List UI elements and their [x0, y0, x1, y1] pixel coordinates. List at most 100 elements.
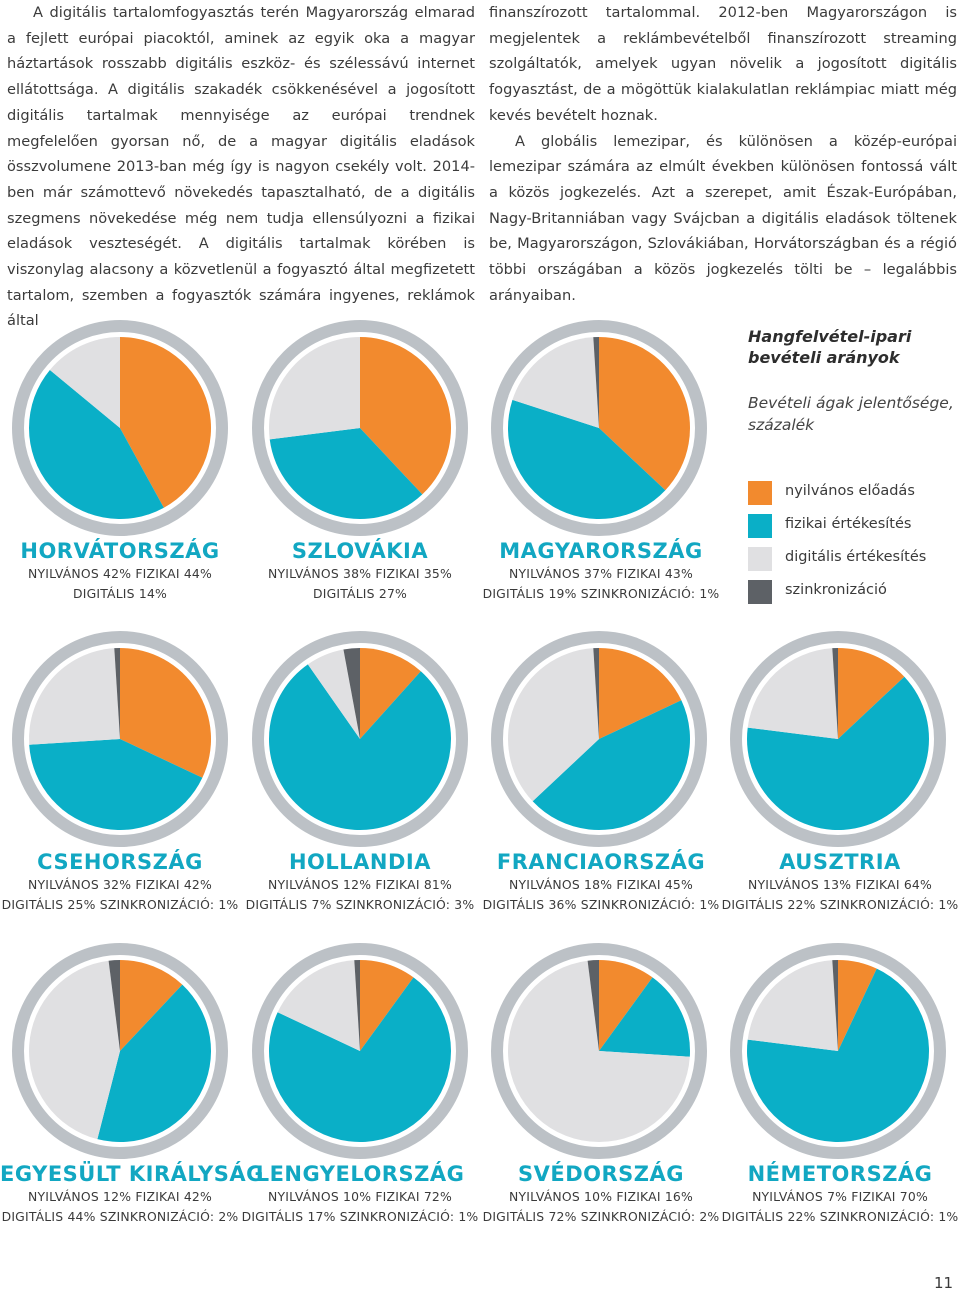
pie-chart-csehorszag: [11, 630, 229, 848]
slice-digitalis: [277, 960, 360, 1051]
stat-line: NYILVÁNOS 10% FIZIKAI 72%: [268, 1189, 452, 1204]
stat-line: NYILVÁNOS 38% FIZIKAI 35%: [268, 566, 452, 581]
slice-szinkronizacio: [593, 648, 599, 739]
legend-swatch: [748, 481, 772, 505]
slice-szinkronizacio: [114, 648, 120, 739]
slice-nyilvanos: [599, 960, 653, 1051]
country-name: HORVÁTORSZÁG: [20, 539, 220, 563]
stat-line: DIGITÁLIS 14%: [72, 586, 168, 601]
slice-nyilvanos: [838, 960, 877, 1051]
pie-outer-ring: [12, 631, 228, 847]
country-name: SVÉDORSZÁG: [517, 1162, 685, 1186]
page-number: 11: [934, 1274, 954, 1292]
pie-chart-horvatorszag: [11, 319, 229, 537]
slice-fizikai: [29, 739, 203, 830]
stat-line: DIGITÁLIS 22% SZINKRONIZÁCIÓ: 1%: [721, 897, 959, 912]
slice-digitalis: [269, 337, 360, 440]
slice-fizikai: [508, 399, 666, 519]
country-label-egyesult-kiralysag: EGYESÜLT KIRÁLYSÁG NYILVÁNOS 12% FIZIKAI…: [0, 1161, 264, 1227]
slice-nyilvanos: [120, 960, 183, 1051]
country-label-horvatorszag: HORVÁTORSZÁG NYILVÁNOS 42% FIZIKAI 44% D…: [0, 538, 240, 604]
slice-nyilvanos: [838, 648, 905, 739]
country-label-csehorszag: CSEHORSZÁG NYILVÁNOS 32% FIZIKAI 42% DIG…: [0, 849, 240, 915]
legend-label: fizikai értékesítés: [785, 516, 912, 532]
country-name: MAGYARORSZÁG: [499, 539, 703, 563]
legend-label: digitális értékesítés: [785, 549, 927, 565]
pie-svg: [12, 943, 228, 1159]
legend-swatch: [748, 547, 772, 571]
pie-chart-nemetorszag: [729, 942, 947, 1160]
stat-line: DIGITÁLIS 25% SZINKRONIZÁCIÓ: 1%: [1, 897, 239, 912]
pie-svg: [730, 631, 946, 847]
pie-chart-szlovakia: [251, 319, 469, 537]
pie-outer-ring: [252, 320, 468, 536]
chart-title: Hangfelvétel-ipari bevételi arányok: [748, 327, 912, 367]
pie-svg: [12, 320, 228, 536]
slice-szinkronizacio: [343, 648, 360, 739]
legend-swatch: [748, 514, 772, 538]
stat-line: NYILVÁNOS 37% FIZIKAI 43%: [509, 566, 693, 581]
body-paragraph: A digitális tartalomfogyasztás terén Mag…: [7, 4, 475, 330]
slice-fizikai: [599, 977, 690, 1057]
slice-nyilvanos: [120, 648, 212, 778]
slice-szinkronizacio: [587, 960, 599, 1051]
pie-chart-hollandia: [251, 630, 469, 848]
slice-digitalis: [508, 960, 690, 1142]
country-label-svedorszag: SVÉDORSZÁG NYILVÁNOS 10% FIZIKAI 16% DIG…: [481, 1161, 721, 1227]
country-name: SZLOVÁKIA: [291, 539, 429, 563]
stat-line: DIGITÁLIS 27%: [312, 586, 408, 601]
pie-svg: [730, 943, 946, 1159]
country-name: LENGYELORSZÁG: [255, 1162, 465, 1186]
country-name: HOLLANDIA: [288, 850, 431, 874]
pie-outer-ring: [252, 631, 468, 847]
slice-digitalis: [49, 337, 120, 428]
legend-label: nyilvános előadás: [785, 483, 915, 499]
pie-outer-ring: [12, 943, 228, 1159]
chart-subtitle: Bevételi ágak jelentősége, százalék: [748, 394, 954, 434]
slice-digitalis: [29, 648, 120, 745]
country-name: EGYESÜLT KIRÁLYSÁG: [0, 1162, 264, 1186]
stat-line: NYILVÁNOS 42% FIZIKAI 44%: [28, 566, 212, 581]
slice-fizikai: [269, 977, 451, 1142]
country-name: CSEHORSZÁG: [37, 850, 203, 874]
pie-chart-ausztria: [729, 630, 947, 848]
pie-svg: [12, 631, 228, 847]
pie-chart-lengyelorszag: [251, 942, 469, 1160]
slice-fizikai: [97, 984, 212, 1142]
slice-digitalis: [508, 648, 599, 802]
stat-line: NYILVÁNOS 13% FIZIKAI 64%: [748, 877, 932, 892]
pie-chart-magyarorszag: [490, 319, 708, 537]
stat-line: DIGITÁLIS 36% SZINKRONIZÁCIÓ: 1%: [482, 897, 720, 912]
legend-swatch: [748, 580, 772, 604]
slice-fizikai: [28, 369, 164, 519]
slice-digitalis: [28, 960, 121, 1140]
slice-nyilvanos: [360, 960, 414, 1051]
slice-nyilvanos: [599, 648, 682, 739]
pie-chart-franciaorszag: [490, 630, 708, 848]
stat-line: NYILVÁNOS 32% FIZIKAI 42%: [28, 877, 212, 892]
pie-svg: [491, 943, 707, 1159]
pie-svg: [252, 320, 468, 536]
country-label-ausztria: AUSZTRIA NYILVÁNOS 13% FIZIKAI 64% DIGIT…: [720, 849, 960, 915]
stat-line: DIGITÁLIS 44% SZINKRONIZÁCIÓ: 2%: [1, 1209, 239, 1224]
body-paragraph: A globális lemezipar, és különösen a köz…: [489, 132, 957, 304]
country-label-lengyelorszag: LENGYELORSZÁG NYILVÁNOS 10% FIZIKAI 72% …: [240, 1161, 480, 1227]
stat-line: NYILVÁNOS 10% FIZIKAI 16%: [509, 1189, 693, 1204]
country-label-nemetorszag: NÉMETORSZÁG NYILVÁNOS 7% FIZIKAI 70% DIG…: [720, 1161, 960, 1227]
country-name: NÉMETORSZÁG: [747, 1162, 933, 1186]
country-name: FRANCIAORSZÁG: [496, 850, 706, 874]
pie-chart-svedorszag: [490, 942, 708, 1160]
pie-outer-ring: [491, 631, 707, 847]
slice-fizikai: [269, 428, 423, 519]
slice-szinkronizacio: [593, 337, 599, 428]
slice-digitalis: [747, 960, 838, 1051]
slice-fizikai: [269, 664, 451, 830]
pie-svg: [252, 631, 468, 847]
stat-line: NYILVÁNOS 7% FIZIKAI 70%: [752, 1189, 928, 1204]
stat-line: NYILVÁNOS 12% FIZIKAI 81%: [268, 877, 452, 892]
slice-fizikai: [747, 676, 929, 830]
pie-svg: [491, 320, 707, 536]
slice-szinkronizacio: [354, 960, 360, 1051]
stat-line: DIGITÁLIS 72% SZINKRONIZÁCIÓ: 2%: [482, 1209, 720, 1224]
pie-outer-ring: [491, 943, 707, 1159]
